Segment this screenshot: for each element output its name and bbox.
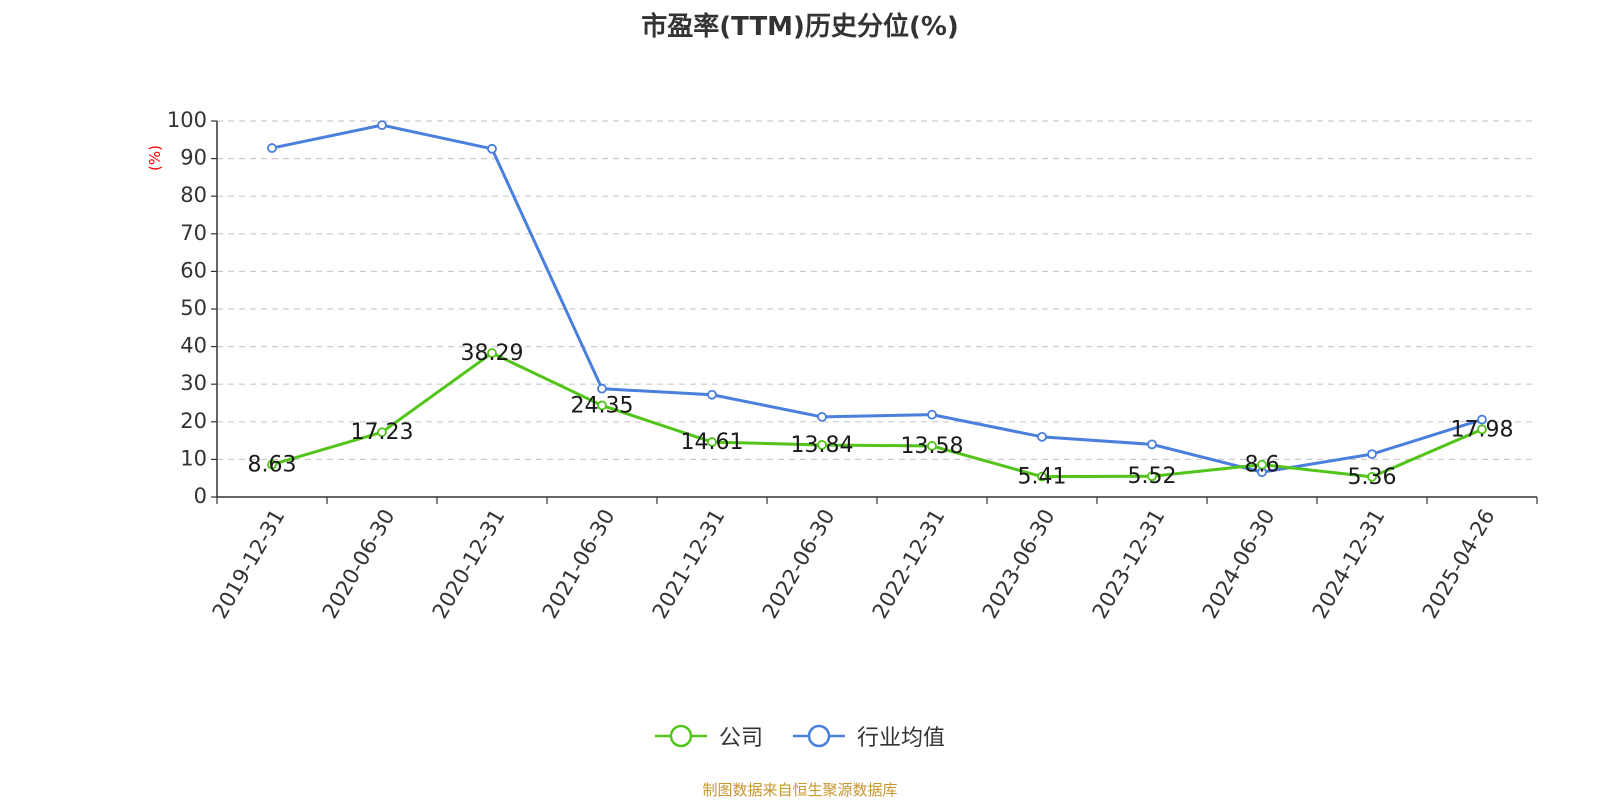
y-tick-label: 20 — [180, 409, 207, 433]
legend-label-company: 公司 — [718, 726, 763, 751]
data-point[interactable] — [817, 412, 827, 422]
x-tick-label: 2022-12-31 — [868, 505, 950, 623]
data-label: 24.35 — [571, 393, 634, 418]
y-tick-label: 60 — [180, 258, 207, 282]
series — [267, 120, 1487, 482]
data-point[interactable] — [1037, 471, 1047, 482]
data-point[interactable] — [927, 441, 937, 451]
data-point[interactable] — [1477, 414, 1487, 425]
data-point[interactable] — [597, 400, 607, 411]
data-label: 14.61 — [681, 430, 744, 455]
legend: 公司 行业均值 — [0, 720, 1600, 752]
data-point[interactable] — [817, 440, 827, 450]
axes: 0 10 20 30 40 50 60 70 80 90 100 2019-12-31 2020-06-… — [167, 108, 1538, 623]
chart-title: 市盈率(TTM)历史分位(%) — [641, 12, 959, 42]
y-axis-label: (%) — [146, 145, 164, 171]
data-label: 38.29 — [461, 341, 524, 366]
data-point[interactable] — [597, 383, 607, 394]
data-labels: 8.63 17.23 38.29 24.35 14.61 13.84 13.58 5.41 5.… — [248, 341, 1514, 490]
data-point[interactable] — [1367, 471, 1377, 482]
data-point[interactable] — [267, 459, 277, 470]
data-point[interactable] — [1147, 439, 1157, 450]
series-line-1 — [271, 123, 1483, 474]
source-note: 制图数据来自恒生聚源数据库 — [702, 781, 898, 799]
data-label: 5.52 — [1128, 464, 1177, 489]
x-tick-label: 2022-06-30 — [758, 505, 840, 623]
x-tick-label: 2023-12-31 — [1088, 505, 1170, 623]
data-point[interactable] — [1477, 424, 1487, 435]
x-tick-label: 2021-06-30 — [538, 505, 620, 623]
data-point[interactable] — [1037, 431, 1047, 442]
data-point[interactable] — [1147, 471, 1157, 482]
data-point[interactable] — [707, 389, 717, 400]
legend-item-company[interactable]: 公司 — [654, 720, 763, 752]
series-line-0 — [271, 351, 1483, 479]
data-point[interactable] — [377, 120, 387, 131]
x-tick-label: 2025-04-26 — [1418, 505, 1500, 623]
data-label: 17.98 — [1451, 417, 1514, 442]
y-tick-label: 40 — [180, 334, 207, 358]
data-label: 17.23 — [351, 420, 414, 445]
data-point[interactable] — [927, 409, 937, 420]
legend-label-industry-average: 行业均值 — [857, 726, 946, 751]
data-label: 5.36 — [1348, 465, 1397, 490]
x-tick-label: 2024-06-30 — [1198, 505, 1280, 623]
data-point[interactable] — [707, 437, 717, 447]
legend-industry-marker-icon — [793, 724, 845, 748]
y-tick-label: 70 — [180, 221, 207, 245]
data-point[interactable] — [487, 348, 497, 358]
data-point[interactable] — [1367, 449, 1377, 460]
y-tick-label: 90 — [180, 146, 207, 170]
data-point[interactable] — [1257, 459, 1267, 470]
x-tick-label: 2020-12-31 — [428, 505, 510, 623]
y-tick-label: 100 — [167, 108, 207, 132]
y-tick-label: 80 — [180, 183, 207, 207]
x-tick-label: 2024-12-31 — [1308, 505, 1390, 623]
legend-item-industry-average[interactable]: 行业均值 — [793, 720, 945, 752]
legend-company-marker-icon — [654, 724, 707, 748]
grid-lines — [217, 120, 1537, 460]
data-label: 13.84 — [791, 433, 854, 458]
x-tick-label: 2019-12-31 — [208, 505, 290, 623]
data-label: 8.63 — [248, 453, 297, 478]
x-tick-label: 2023-06-30 — [978, 505, 1060, 623]
x-tick-label: 2021-12-31 — [648, 505, 730, 623]
data-label: 13.58 — [901, 434, 964, 459]
y-tick-label: 10 — [180, 446, 207, 470]
x-tick-label: 2020-06-30 — [318, 505, 400, 623]
data-label: 5.41 — [1018, 465, 1067, 490]
data-label: 8.6 — [1245, 453, 1280, 478]
data-point[interactable] — [377, 427, 387, 438]
y-tick-label: 30 — [180, 371, 207, 395]
y-tick-label: 0 — [194, 484, 207, 508]
y-tick-label: 50 — [180, 296, 207, 320]
data-point[interactable] — [487, 143, 497, 154]
data-point[interactable] — [267, 143, 277, 153]
